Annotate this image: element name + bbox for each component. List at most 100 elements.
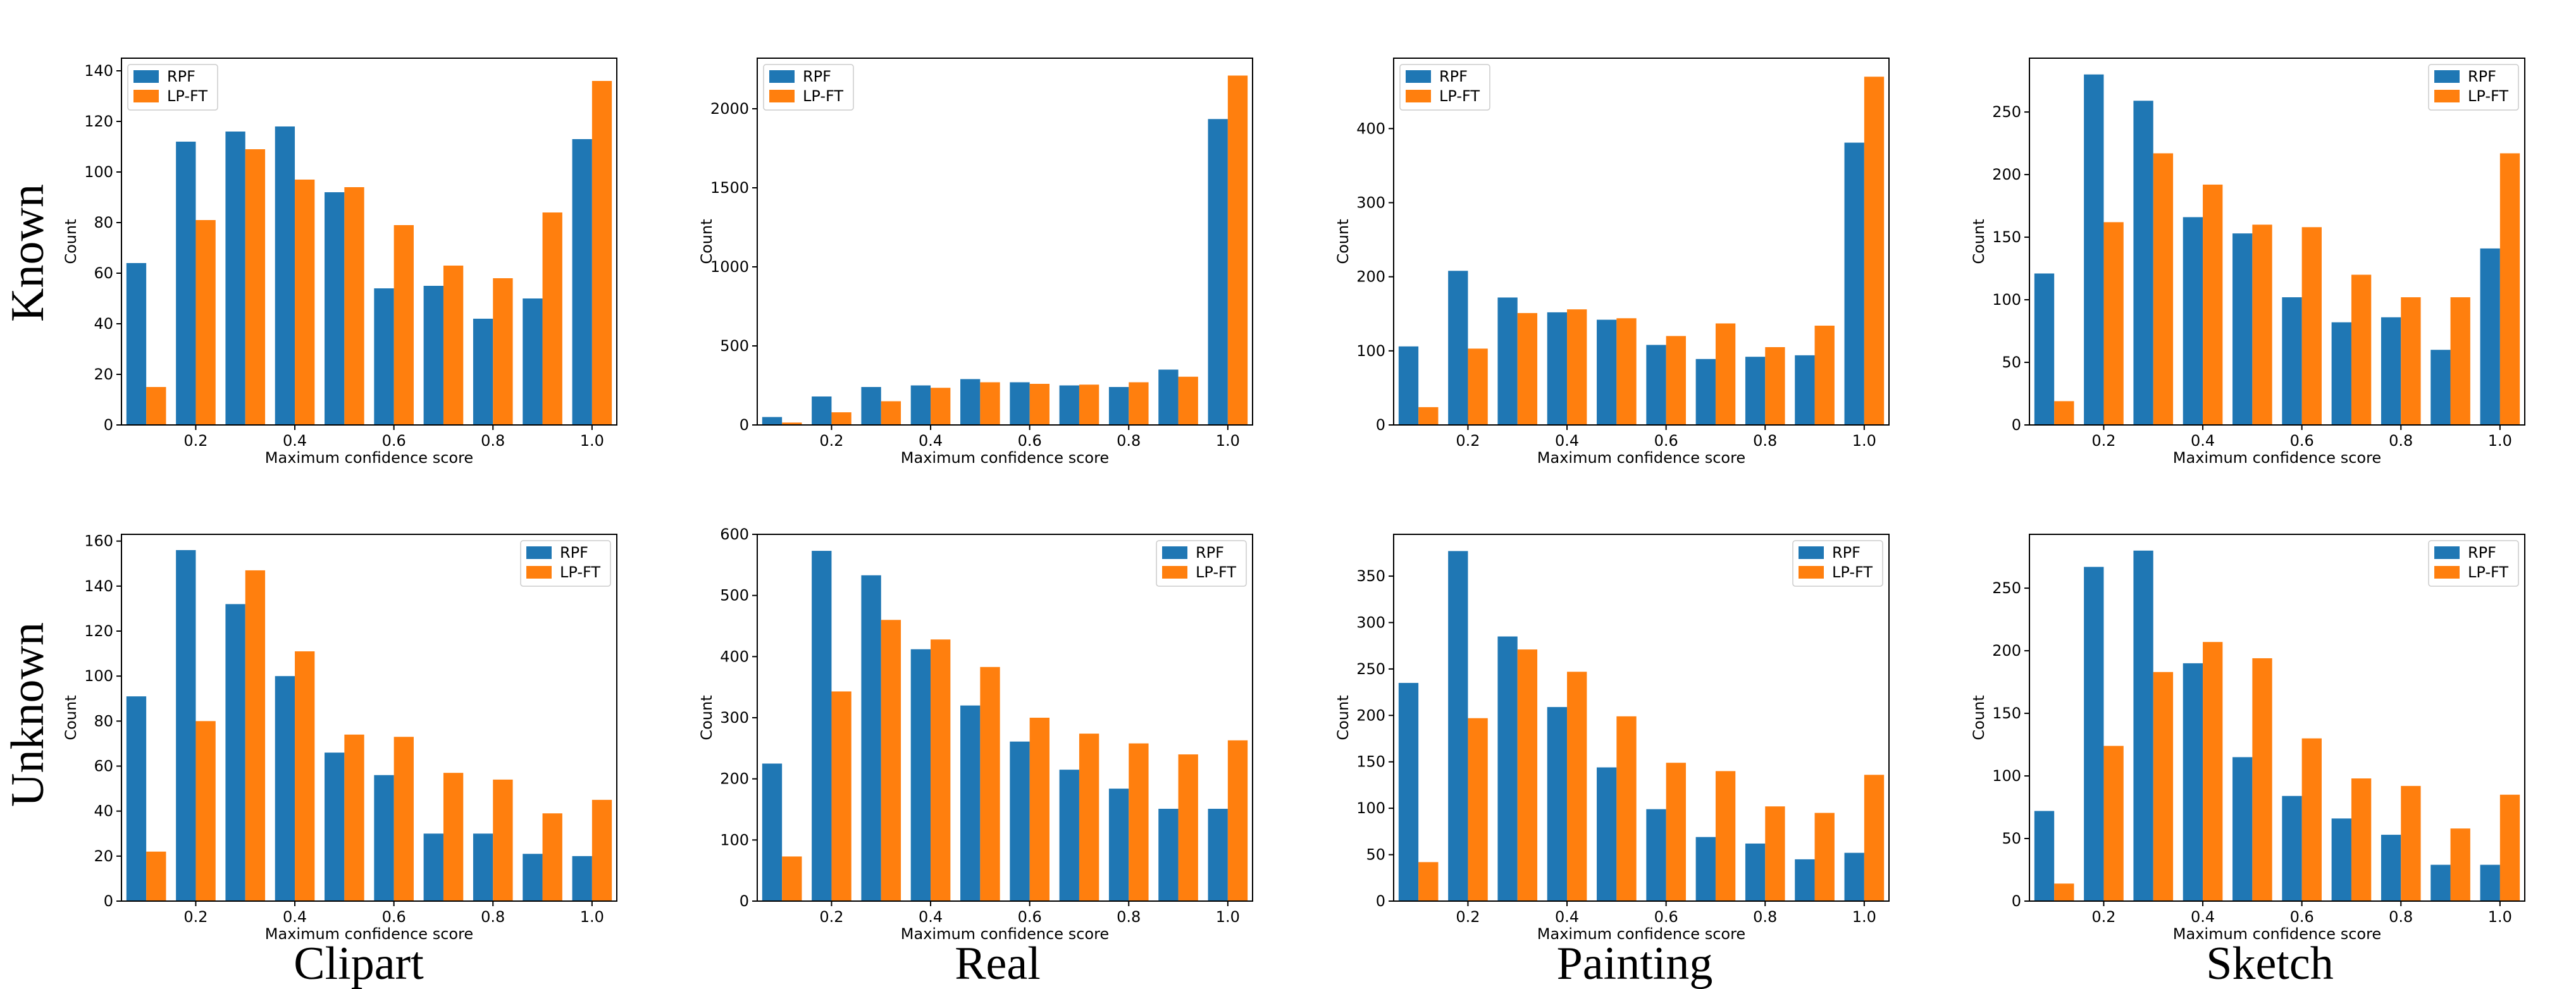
y-tick-label: 600 xyxy=(720,525,749,543)
bar-rpf xyxy=(225,132,245,425)
column-label-real: Real xyxy=(955,938,1041,989)
bar-rpf xyxy=(1497,636,1518,901)
bar-lp-ft xyxy=(443,266,464,425)
plot-frame xyxy=(757,58,1253,426)
bar-lp-ft xyxy=(2401,297,2421,425)
bar-lp-ft xyxy=(2499,794,2520,901)
y-tick-label: 350 xyxy=(1356,567,1385,585)
bar-lp-ft xyxy=(1567,309,1587,425)
legend-label: LP-FT xyxy=(167,87,207,105)
bar-rpf xyxy=(1398,346,1419,425)
plot-frame xyxy=(2029,534,2525,902)
bar-lp-ft xyxy=(1765,806,1785,901)
bar-rpf xyxy=(1745,843,1766,901)
y-axis-label: Count xyxy=(1334,219,1352,264)
bar-rpf xyxy=(2183,217,2203,425)
x-axis-label: Maximum confidence score xyxy=(2173,449,2381,467)
bar-lp-ft xyxy=(1616,716,1637,901)
bar-rpf xyxy=(812,396,832,425)
x-axis-label: Maximum confidence score xyxy=(265,449,473,467)
x-tick-label: 0.6 xyxy=(382,908,406,926)
y-tick-label: 200 xyxy=(1992,166,2021,183)
y-axis-label: Count xyxy=(1970,219,1988,264)
x-tick-label: 1.0 xyxy=(1216,908,1240,926)
y-tick-label: 150 xyxy=(1992,704,2021,722)
bar-lp-ft xyxy=(2203,184,2223,425)
x-tick-label: 0.2 xyxy=(819,908,843,926)
bar-lp-ft xyxy=(493,278,513,425)
bar-rpf xyxy=(2034,811,2055,901)
chart-panel: 0.2 0.4 0.6 0.8 1.0 0 50 100 150 200 250 300 350 Maxi… xyxy=(1334,534,1890,943)
y-tick-label: 200 xyxy=(1992,642,2021,660)
bar-lp-ft xyxy=(1864,775,1885,901)
y-tick-label: 100 xyxy=(720,831,749,849)
bar-lp-ft xyxy=(980,382,1000,425)
x-tick-label: 1.0 xyxy=(2488,908,2512,926)
bar-lp-ft xyxy=(2401,785,2421,901)
bar-rpf xyxy=(225,604,245,901)
bar-rpf xyxy=(523,298,543,425)
y-axis-label: Count xyxy=(698,219,715,264)
bar-rpf xyxy=(275,676,295,901)
bar-lp-ft xyxy=(1567,672,1587,901)
bar-lp-ft xyxy=(1715,323,1736,425)
x-tick-label: 1.0 xyxy=(580,432,604,450)
legend-swatch xyxy=(133,70,159,83)
x-tick-label: 0.4 xyxy=(1555,432,1579,450)
legend-swatch xyxy=(2434,90,2460,102)
bar-lp-ft xyxy=(1029,384,1050,425)
bar-lp-ft xyxy=(1517,313,1538,425)
bar-lp-ft xyxy=(1666,763,1686,901)
bar-rpf xyxy=(473,319,493,425)
bar-lp-ft xyxy=(393,737,414,901)
plot-frame xyxy=(121,58,617,426)
x-tick-label: 0.4 xyxy=(1555,908,1579,926)
x-tick-label: 0.2 xyxy=(2091,432,2115,450)
y-axis-label: Count xyxy=(698,695,715,740)
y-tick-label: 400 xyxy=(720,648,749,665)
x-axis-label: Maximum confidence score xyxy=(901,925,1109,943)
bar-rpf xyxy=(572,856,592,901)
y-tick-label: 0 xyxy=(2012,892,2021,910)
legend-label: LP-FT xyxy=(2468,563,2508,581)
y-tick-label: 100 xyxy=(1356,342,1385,360)
legend-swatch xyxy=(1406,90,1431,102)
legend-swatch xyxy=(526,546,552,559)
x-axis-label: Maximum confidence score xyxy=(265,925,473,943)
bar-rpf xyxy=(861,387,881,425)
x-tick-label: 0.8 xyxy=(1117,432,1141,450)
x-tick-label: 0.8 xyxy=(481,908,505,926)
bar-lp-ft xyxy=(2450,828,2470,901)
bar-lp-ft xyxy=(1616,318,1637,425)
legend-swatch xyxy=(1406,70,1431,83)
bar-rpf xyxy=(2232,233,2253,425)
y-tick-label: 0 xyxy=(104,892,113,910)
bar-rpf xyxy=(1844,142,1864,425)
plot-frame xyxy=(1393,534,1890,902)
bar-rpf xyxy=(2282,796,2302,901)
bar-rpf xyxy=(126,696,147,901)
y-tick-label: 20 xyxy=(94,847,113,865)
bar-rpf xyxy=(423,833,443,901)
y-tick-label: 300 xyxy=(720,709,749,727)
y-tick-label: 200 xyxy=(720,770,749,788)
bar-lp-ft xyxy=(2450,297,2470,425)
bar-lp-ft xyxy=(1227,75,1248,425)
bar-rpf xyxy=(473,833,493,901)
y-tick-label: 250 xyxy=(1992,103,2021,121)
bar-rpf xyxy=(861,575,881,901)
bar-lp-ft xyxy=(1029,718,1050,901)
legend-label: RPF xyxy=(1439,68,1468,85)
bar-rpf xyxy=(762,417,783,425)
bar-rpf xyxy=(2133,550,2153,901)
y-tick-label: 80 xyxy=(94,712,113,730)
bar-lp-ft xyxy=(2351,778,2372,901)
bar-rpf xyxy=(2034,273,2055,425)
chart-panel: 0.2 0.4 0.6 0.8 1.0 0 500 1000 1500 2000 Maximum c… xyxy=(698,58,1253,467)
bar-rpf xyxy=(2331,818,2351,901)
legend-label: RPF xyxy=(560,544,588,562)
bar-rpf xyxy=(960,705,981,901)
